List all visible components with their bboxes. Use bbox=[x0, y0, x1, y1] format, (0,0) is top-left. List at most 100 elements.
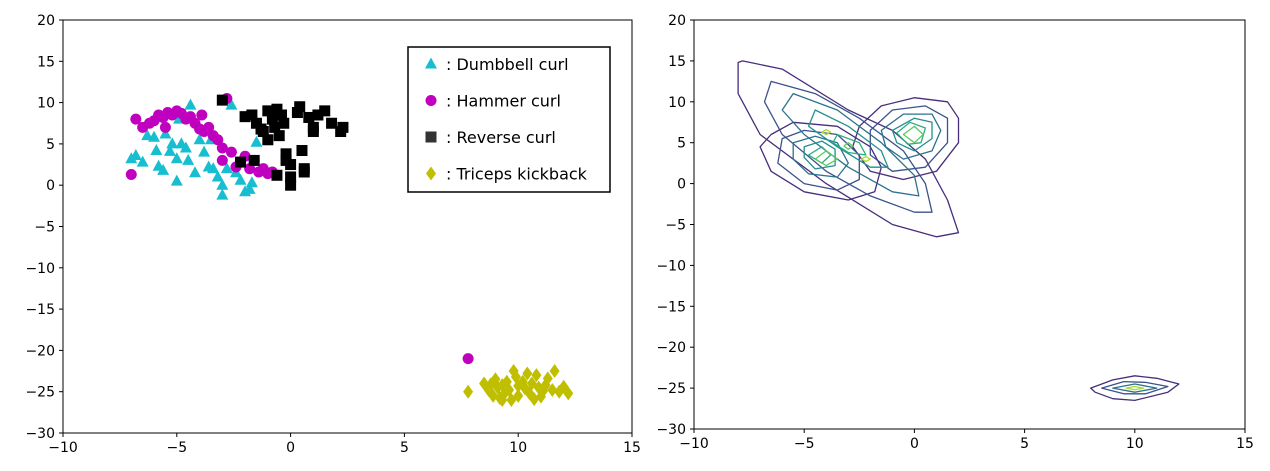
right-y-tick-label: −25 bbox=[656, 381, 686, 397]
square-point bbox=[275, 109, 287, 121]
circle-point bbox=[159, 121, 171, 133]
left-y-tick-label: 10 bbox=[37, 96, 55, 112]
contour-panel: −10 −5 0 5 10 15 −30 −25 −20 −15 −10 −5 0 5 10 15 20 bbox=[656, 13, 1253, 452]
square-point bbox=[326, 117, 338, 129]
square-point bbox=[307, 126, 319, 138]
circle-point bbox=[212, 134, 224, 146]
circle-point bbox=[130, 113, 142, 125]
legend: : Dumbbell curl : Hammer curl : Reverse cu… bbox=[407, 46, 611, 193]
right-y-tick-label: −10 bbox=[656, 258, 686, 274]
right-x-tick-label: 5 bbox=[1020, 436, 1029, 452]
contour-line bbox=[781, 92, 920, 197]
contour-line bbox=[1101, 380, 1169, 395]
left-y-tick-label: −5 bbox=[34, 220, 55, 236]
circle-point bbox=[203, 121, 215, 133]
right-y-tick-label: −15 bbox=[656, 299, 686, 315]
triangle-point bbox=[170, 174, 183, 186]
series-square bbox=[216, 94, 349, 191]
diamond-point bbox=[488, 388, 499, 403]
circle-point bbox=[125, 168, 137, 180]
legend-label: : Reverse curl bbox=[446, 128, 556, 147]
contour-line bbox=[891, 117, 933, 152]
triangle-point bbox=[193, 133, 206, 145]
contour-line bbox=[792, 135, 849, 178]
right-y-tick-label: 20 bbox=[668, 13, 686, 29]
contour-line bbox=[1090, 375, 1180, 402]
triangle-point bbox=[150, 144, 163, 156]
square-point bbox=[239, 111, 251, 123]
right-y-tick-label: 15 bbox=[668, 54, 686, 70]
circle-point bbox=[462, 353, 474, 365]
legend-label: : Hammer curl bbox=[446, 92, 561, 111]
right-x-tick-label: 10 bbox=[1126, 436, 1144, 452]
right-x-tick-label: −10 bbox=[679, 436, 709, 452]
left-y-tick-label: 0 bbox=[46, 178, 55, 194]
right-x-tick-label: −5 bbox=[794, 436, 815, 452]
triangle-point bbox=[216, 178, 229, 190]
legend-triangle-marker bbox=[425, 57, 437, 69]
square-point bbox=[303, 111, 315, 123]
square-point bbox=[216, 94, 228, 106]
contour-line bbox=[832, 133, 867, 156]
triangle-point bbox=[141, 129, 154, 141]
diamond-point bbox=[542, 371, 553, 386]
left-y-tick-label: 15 bbox=[37, 54, 55, 70]
diamond-point bbox=[485, 377, 496, 392]
right-y-tick-label: 5 bbox=[677, 136, 686, 152]
contour-line bbox=[807, 146, 832, 164]
square-point bbox=[273, 130, 285, 142]
scatter-panel: −10 −5 0 5 10 15 −30 −25 −20 −15 −10 −5 0 5 10 15 20: Du… bbox=[25, 13, 640, 456]
left-y-tick-label: −15 bbox=[25, 302, 55, 318]
circle-point bbox=[216, 142, 228, 154]
left-y-tick-label: −25 bbox=[25, 385, 55, 401]
diamond-point bbox=[563, 386, 574, 401]
triangle-point bbox=[245, 176, 258, 188]
contour-line bbox=[843, 142, 854, 150]
legend-square-marker bbox=[425, 131, 437, 143]
legend-circle-marker bbox=[425, 95, 437, 106]
triangle-point bbox=[216, 188, 229, 200]
triangle-point bbox=[234, 173, 247, 185]
circle-point bbox=[225, 146, 237, 158]
left-x-tick-label: 0 bbox=[286, 440, 295, 456]
square-point bbox=[262, 134, 274, 146]
contour-line bbox=[1125, 385, 1145, 391]
diamond-point bbox=[513, 388, 524, 403]
contour-line bbox=[763, 80, 933, 213]
right-y-tick-label: 0 bbox=[677, 177, 686, 193]
contour-lines bbox=[737, 60, 1180, 402]
square-point bbox=[312, 109, 324, 121]
right-x-tick-label: 15 bbox=[1236, 436, 1254, 452]
triangle-point bbox=[157, 163, 170, 175]
diamond-point bbox=[522, 366, 533, 381]
right-axes-frame bbox=[693, 19, 1246, 430]
legend-label: : Dumbbell curl bbox=[446, 55, 569, 74]
square-point bbox=[248, 154, 260, 166]
triangle-point bbox=[182, 153, 195, 165]
diamond-point bbox=[549, 364, 560, 379]
diamond-point bbox=[529, 392, 540, 407]
right-y-tick-label: −5 bbox=[665, 218, 686, 234]
triangle-point bbox=[198, 145, 211, 157]
left-x-tick-label: −10 bbox=[48, 440, 78, 456]
square-point bbox=[271, 103, 283, 115]
contour-line bbox=[737, 60, 960, 238]
triangle-point bbox=[179, 141, 192, 153]
triangle-point bbox=[211, 170, 224, 182]
triangle-point bbox=[189, 166, 202, 178]
left-x-tick-label: 10 bbox=[509, 440, 527, 456]
diamond-point bbox=[463, 384, 474, 399]
square-point bbox=[271, 169, 283, 181]
square-point bbox=[266, 113, 278, 125]
triangle-point bbox=[243, 182, 256, 194]
left-y-tick-label: −20 bbox=[25, 343, 55, 359]
square-point bbox=[235, 156, 247, 168]
left-x-tick-label: 15 bbox=[623, 440, 641, 456]
square-point bbox=[285, 159, 297, 171]
triangle-point bbox=[129, 148, 142, 160]
square-point bbox=[298, 166, 310, 178]
square-point bbox=[294, 101, 306, 113]
contour-line bbox=[803, 140, 836, 170]
square-point bbox=[257, 126, 269, 138]
triangle-point bbox=[136, 155, 149, 167]
